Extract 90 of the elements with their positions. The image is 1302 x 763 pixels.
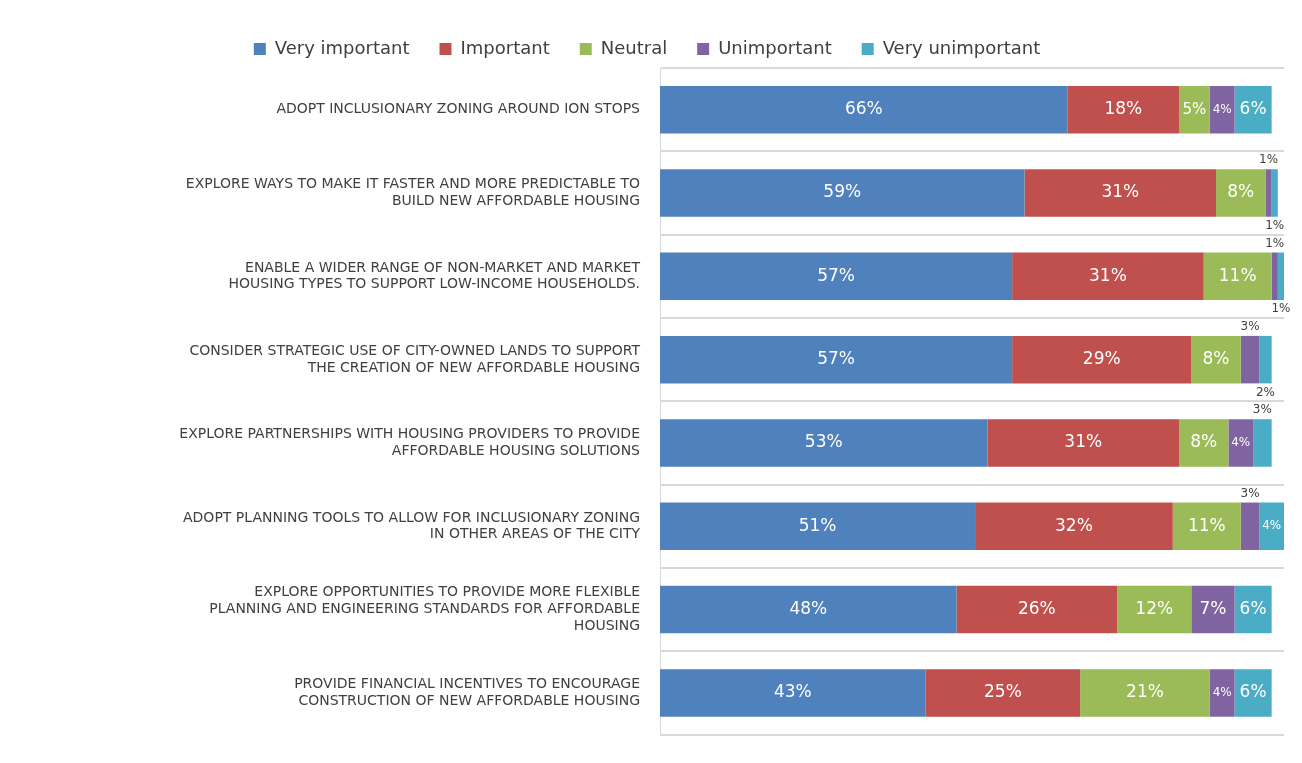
- bar: [1178, 419, 1229, 467]
- bar: [1259, 335, 1272, 384]
- data-label: 11%: [1187, 514, 1226, 535]
- bar: [1080, 669, 1210, 717]
- data-label: 57%: [817, 348, 855, 369]
- data-label: 25%: [983, 681, 1022, 702]
- y-tick-label: EXPLORE OPPORTUNITIES TO PROVIDE MORE FLEXIBLE PLANNING AND ENGINEERING STANDARDS FOR AFFORDABLE HOUSING: [209, 583, 640, 634]
- legend-label: Important: [460, 36, 550, 58]
- legend-label: Very unimportant: [882, 36, 1041, 58]
- bar: [1209, 85, 1235, 134]
- data-label: 6%: [1239, 598, 1267, 619]
- data-label: 12%: [1135, 598, 1174, 619]
- data-label: 8%: [1202, 348, 1230, 369]
- data-label: 48%: [789, 598, 828, 619]
- bar: [1259, 502, 1284, 551]
- bar: [1240, 335, 1260, 384]
- bar: [1253, 419, 1272, 467]
- data-label: 43%: [773, 681, 812, 702]
- data-label: 31%: [1101, 181, 1140, 202]
- data-label: 5%: [1182, 99, 1207, 118]
- legend-label: Neutral: [600, 36, 668, 58]
- bar: [1234, 669, 1272, 717]
- data-label: 8%: [1227, 181, 1255, 202]
- bar: [1191, 335, 1241, 384]
- bar: [1203, 252, 1272, 301]
- data-label: 26%: [1017, 598, 1056, 619]
- bar: [1271, 252, 1278, 301]
- data-label: 53%: [804, 431, 843, 452]
- data-label: 4%: [1262, 518, 1282, 533]
- data-label: 3%: [1240, 485, 1260, 500]
- data-label: 29%: [1082, 348, 1121, 369]
- data-label: 4%: [1231, 435, 1251, 450]
- data-label: 1%: [1265, 217, 1285, 232]
- data-label: 32%: [1055, 514, 1093, 535]
- legend-label: Very important: [274, 36, 410, 58]
- data-label: 11%: [1218, 264, 1257, 285]
- bar: [660, 669, 926, 717]
- bar: [1265, 169, 1272, 217]
- bar: [1277, 252, 1284, 301]
- data-label: 1%: [1265, 235, 1285, 250]
- data-label: 31%: [1064, 431, 1103, 452]
- data-label: 2%: [1255, 384, 1275, 399]
- data-label: 51%: [798, 514, 837, 535]
- bar: [660, 419, 988, 467]
- data-label: 1%: [1271, 301, 1291, 316]
- y-tick-label: ADOPT INCLUSIONARY ZONING AROUND ION STOPS: [276, 100, 641, 117]
- y-tick-label: CONSIDER STRATEGIC USE OF CITY-OWNED LANDS TO SUPPORT THE CREATION OF NEW AFFORDABLE HOUSING: [189, 341, 641, 375]
- y-tick-label: EXPLORE PARTNERSHIPS WITH HOUSING PROVIDERS TO PROVIDE AFFORDABLE HOUSING SOLUTIONS: [179, 425, 641, 458]
- data-label: 6%: [1239, 681, 1267, 702]
- bar: [1216, 169, 1266, 217]
- bar: [1012, 335, 1192, 384]
- data-label: 3%: [1240, 319, 1260, 334]
- data-label: 31%: [1089, 264, 1127, 285]
- bar: [660, 169, 1025, 217]
- y-tick-label: ENABLE A WIDER RANGE OF NON-MARKET AND MARKET HOUSING TYPES TO SUPPORT LOW-INCOME HOUSEHOLDS.: [228, 258, 641, 292]
- bar: [956, 585, 1118, 634]
- data-label: 8%: [1190, 431, 1218, 452]
- bar: [660, 252, 1013, 301]
- bar: [660, 335, 1013, 384]
- bar: [1067, 85, 1179, 134]
- bar: [1209, 669, 1235, 717]
- data-label: 1%: [1259, 152, 1279, 167]
- bar: [660, 85, 1068, 134]
- data-label: 66%: [844, 98, 883, 119]
- data-label: 4%: [1212, 685, 1232, 700]
- y-tick-label: PROVIDE FINANCIAL INCENTIVES TO ENCOURAGE CONSTRUCTION OF NEW AFFORDABLE HOUSING: [294, 675, 640, 708]
- bar: [987, 419, 1179, 467]
- bar: [660, 502, 976, 551]
- data-label: 3%: [1252, 402, 1272, 417]
- bar: [1024, 169, 1217, 217]
- y-tick-label: EXPLORE WAYS TO MAKE IT FASTER AND MORE PREDICTABLE TO BUILD NEW AFFORDABLE HOUSING: [185, 175, 640, 209]
- data-label: 6%: [1239, 98, 1267, 119]
- y-tick-label: ADOPT PLANNING TOOLS TO ALLOW FOR INCLUSIONARY ZONING IN OTHER AREAS OF THE CITY: [183, 508, 641, 542]
- bar: [1117, 585, 1192, 634]
- bar: [925, 669, 1081, 717]
- data-label: 4%: [1212, 101, 1232, 116]
- bar: [1191, 585, 1235, 634]
- bar: [975, 502, 1173, 551]
- data-label: 7%: [1199, 598, 1227, 619]
- data-label: 59%: [823, 181, 862, 202]
- data-label: 21%: [1126, 681, 1164, 702]
- bar: [1172, 502, 1241, 551]
- bar: [1271, 169, 1278, 217]
- bar: [1228, 419, 1254, 467]
- bar: [1240, 502, 1260, 551]
- legend-label: Unimportant: [718, 36, 832, 58]
- bar: [1012, 252, 1204, 301]
- data-label: 18%: [1104, 98, 1143, 119]
- bar: [660, 585, 957, 634]
- data-label: 57%: [817, 264, 855, 285]
